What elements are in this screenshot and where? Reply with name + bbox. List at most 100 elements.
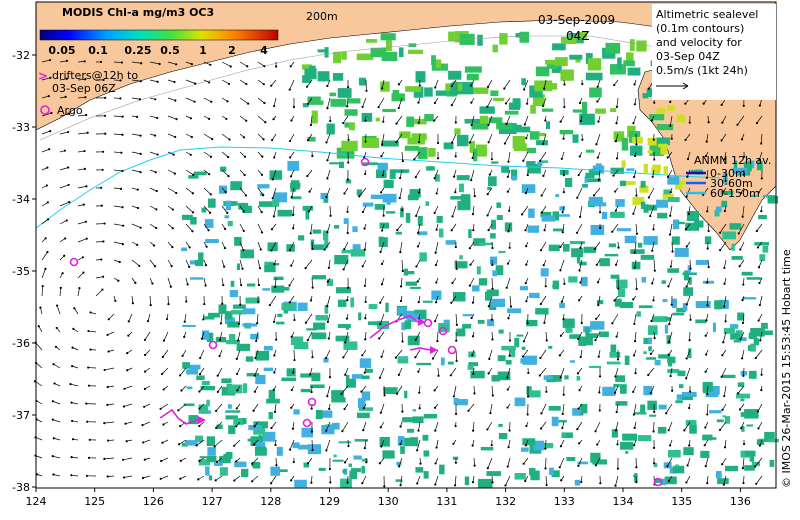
chl-patch bbox=[662, 193, 674, 200]
chl-patch bbox=[611, 429, 618, 438]
velocity-arrow-head bbox=[454, 245, 457, 249]
velocity-arrow-head bbox=[689, 267, 692, 270]
velocity-arrow bbox=[473, 457, 475, 466]
velocity-arrow-head bbox=[598, 375, 602, 378]
chl-patch bbox=[674, 184, 683, 190]
velocity-arrow-head bbox=[450, 141, 454, 144]
velocity-arrow bbox=[236, 367, 241, 375]
velocity-arrow-head bbox=[399, 285, 403, 288]
chl-patch bbox=[514, 397, 526, 407]
chl-patch bbox=[732, 167, 748, 175]
chl-patch bbox=[189, 260, 199, 265]
chl-patch bbox=[292, 442, 300, 449]
velocity-arrow-head bbox=[380, 355, 383, 358]
velocity-arrow-head bbox=[325, 429, 328, 432]
velocity-arrow-head bbox=[244, 194, 248, 197]
chl-patch bbox=[615, 401, 628, 406]
chl-patch bbox=[540, 211, 552, 218]
velocity-arrow-head bbox=[544, 119, 547, 122]
velocity-arrow bbox=[77, 221, 87, 225]
velocity-arrow bbox=[364, 439, 367, 449]
velocity-arrow bbox=[239, 79, 247, 85]
chl-patch bbox=[291, 180, 300, 190]
velocity-arrow bbox=[221, 241, 226, 249]
chl-patch bbox=[181, 214, 193, 220]
velocity-arrow-head bbox=[397, 83, 401, 86]
velocity-arrow bbox=[707, 259, 710, 268]
velocity-arrow bbox=[143, 439, 151, 443]
chl-patch bbox=[475, 144, 487, 157]
velocity-arrow-head bbox=[632, 298, 635, 301]
chl-patch bbox=[576, 255, 581, 264]
velocity-arrow bbox=[739, 259, 745, 267]
velocity-arrow-head bbox=[272, 118, 275, 121]
velocity-arrow bbox=[77, 288, 80, 297]
velocity-arrow-head bbox=[757, 266, 761, 269]
chl-patch bbox=[379, 436, 390, 447]
velocity-arrow-head bbox=[360, 390, 363, 393]
velocity-arrow-head bbox=[326, 320, 329, 323]
velocity-arrow-head bbox=[544, 285, 547, 288]
velocity-arrow bbox=[185, 223, 193, 232]
chl-patch bbox=[585, 327, 590, 335]
chl-patch bbox=[545, 121, 550, 130]
chl-patch bbox=[663, 166, 668, 175]
velocity-arrow-head bbox=[204, 263, 208, 267]
velocity-arrow bbox=[59, 184, 69, 189]
velocity-arrow-head bbox=[508, 429, 511, 432]
velocity-arrow bbox=[272, 187, 277, 199]
velocity-arrow-head bbox=[647, 373, 650, 377]
chl-patch bbox=[608, 243, 617, 248]
chl-patch bbox=[407, 137, 425, 145]
velocity-arrow-head bbox=[706, 413, 709, 416]
velocity-arrow-head bbox=[215, 460, 219, 463]
velocity-arrow-head bbox=[251, 462, 254, 465]
velocity-arrow bbox=[326, 187, 331, 198]
velocity-arrow bbox=[741, 349, 745, 359]
velocity-arrow-head bbox=[755, 229, 758, 233]
velocity-arrow-head bbox=[224, 190, 227, 194]
velocity-arrow-head bbox=[470, 179, 473, 182]
velocity-arrow-head bbox=[223, 247, 227, 250]
velocity-arrow bbox=[417, 223, 421, 233]
velocity-arrow bbox=[326, 133, 331, 143]
chl-patch bbox=[529, 292, 540, 299]
velocity-arrow-head bbox=[382, 120, 385, 123]
velocity-arrow-head bbox=[142, 441, 145, 444]
velocity-arrow-head bbox=[685, 195, 688, 198]
chl-patch bbox=[651, 167, 661, 175]
velocity-arrow-head bbox=[208, 173, 211, 176]
chl-patch bbox=[561, 432, 573, 439]
velocity-arrow-head bbox=[397, 106, 400, 110]
velocity-arrow-head bbox=[739, 338, 742, 341]
velocity-arrow-head bbox=[598, 391, 601, 394]
velocity-arrow-head bbox=[433, 389, 436, 392]
chl-patch bbox=[640, 254, 655, 260]
chl-patch bbox=[595, 163, 602, 172]
velocity-arrow-head bbox=[467, 409, 470, 412]
velocity-arrow bbox=[311, 475, 313, 483]
chl-patch bbox=[338, 441, 352, 444]
velocity-arrow-head bbox=[490, 444, 493, 447]
velocity-arrow bbox=[434, 169, 439, 179]
velocity-arrow-head bbox=[131, 302, 134, 305]
velocity-arrow-head bbox=[454, 484, 457, 487]
velocity-arrow-head bbox=[578, 389, 581, 392]
velocity-arrow bbox=[41, 219, 49, 225]
velocity-arrow-head bbox=[722, 341, 725, 344]
chl-patch bbox=[602, 386, 616, 396]
velocity-arrow-head bbox=[650, 319, 653, 323]
velocity-arrow bbox=[251, 475, 259, 482]
chl-patch bbox=[190, 277, 204, 280]
chl-patch bbox=[356, 189, 362, 196]
velocity-arrow-head bbox=[242, 136, 246, 139]
velocity-arrow bbox=[633, 403, 637, 415]
chl-patch bbox=[535, 66, 550, 77]
chl-patch bbox=[695, 260, 708, 265]
velocity-arrow-head bbox=[228, 138, 231, 141]
chl-patch bbox=[336, 147, 355, 159]
chl-patch bbox=[389, 169, 396, 179]
velocity-arrow bbox=[633, 115, 637, 124]
velocity-arrow bbox=[131, 133, 141, 136]
velocity-arrow-head bbox=[720, 103, 723, 106]
